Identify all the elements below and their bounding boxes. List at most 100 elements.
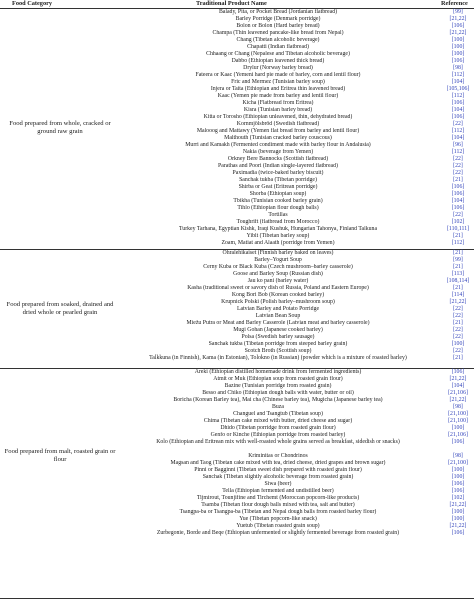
table-row: Yue (Tibetan popcorn-like snack) [100] [120,516,474,523]
reference-link[interactable]: [21] [453,354,463,361]
reference-link[interactable]: [100] [451,37,465,43]
reference-link[interactable]: [102] [451,219,465,225]
reference-link[interactable]: [21] [453,319,463,326]
reference-link[interactable]: [21] [453,233,463,239]
reference-link[interactable]: [106] [451,439,465,446]
reference-link[interactable]: [21] [453,263,463,270]
reference-link[interactable]: [104] [451,383,465,390]
product-name: Bolon or Bolon (Hard barley bread) [236,23,320,29]
table-row: Kong Bori Bob (Korean cooked barley) [114… [120,292,474,299]
reference-link[interactable]: [22] [453,163,463,169]
reference-link[interactable]: [21,22] [449,298,467,305]
table-row: Drylur (Norway barley bread) [98] [120,65,474,72]
reference-link[interactable]: [21,22] [449,16,467,22]
table-row: Kriminitas or Chondrinos [98] [120,453,474,460]
product-name: Areki (Ethiopian distilled homemade drin… [194,369,362,376]
header-product-name: Traditional Product Name [196,0,267,7]
reference-link[interactable]: [100] [451,340,465,347]
reference-link[interactable]: [21,22] [449,501,467,508]
table-row: Toughrift (flatbread from Morocco) [102] [120,219,474,226]
reference-link[interactable]: [98] [453,452,463,459]
reference-link[interactable]: [21] [453,177,463,183]
table-row: Fric and Mermez (Tunisian barley soup) [1… [120,79,474,86]
product-name: Barley–Yogurt Soup [254,256,302,263]
product-name: Tsamba (Tibetan flour dough balls mixed … [201,501,355,508]
reference-link[interactable]: [21,22] [449,397,467,404]
table-header: Food Category Traditional Product Name R… [0,0,474,9]
reference-link[interactable]: [22] [453,305,463,312]
reference-link[interactable]: [104] [451,198,465,204]
reference-link[interactable]: [100] [451,44,465,50]
reference-link[interactable]: [96] [453,142,463,148]
reference-link[interactable]: [98] [453,65,463,71]
reference-link[interactable]: [102] [451,494,465,501]
reference-link[interactable]: [21,22] [449,522,467,529]
table-row: Scotch Broth (Scottish soup) [22] [120,348,474,355]
reference-link[interactable]: [21,22] [449,376,467,383]
reference-link[interactable]: [100] [451,515,465,522]
reference-link[interactable]: [22] [453,347,463,354]
reference-link[interactable]: [21,22] [449,30,467,36]
reference-link[interactable]: [108,114] [446,277,470,284]
reference-link[interactable]: [21] [453,284,463,291]
reference-link[interactable]: [106] [451,58,465,64]
table-row: Miežu Putra or Meat and Barley Casserole… [120,320,474,327]
reference-link[interactable]: [112] [451,128,465,134]
reference-link[interactable]: [22] [453,121,463,127]
reference-link[interactable]: [100] [451,51,465,57]
reference-link[interactable]: [22] [453,212,463,218]
reference-link[interactable]: [22] [453,156,463,162]
product-name: Tbikha (Tunisian cooked barley grain) [233,198,323,204]
reference-link[interactable]: [112] [451,93,465,99]
reference-link[interactable]: [100] [451,473,465,480]
reference-link[interactable]: [113] [451,270,465,277]
reference-link[interactable]: [110,111] [446,226,470,232]
reference-link[interactable]: [106] [451,205,465,211]
product-name: Sanchak tukba (Tibetan porridge) [239,177,317,183]
reference-link[interactable]: [99] [453,9,463,15]
reference-link[interactable]: [21,106] [448,432,468,439]
reference-link[interactable]: [100] [451,466,465,473]
reference-link[interactable]: [112] [451,240,465,246]
table-row: Dhido (Tibetan porridge from roasted gra… [120,425,474,432]
table-row: Genfo or Kinche (Ethiopian porridge from… [120,432,474,439]
reference-link[interactable]: [99] [453,256,463,263]
reference-link[interactable]: [106] [451,369,465,376]
table-row: Malthouth (Tunisian cracked barley cousc… [120,135,474,142]
reference-link[interactable]: [21,100] [448,459,468,466]
reference-link[interactable]: [104] [451,135,465,141]
reference-link[interactable]: [104] [451,107,465,113]
reference-link[interactable]: [106] [451,100,465,106]
product-name: Tsangpa-ba or Tsangpa-ba (Tibetan and Ne… [179,508,377,515]
food-category: Food prepared from whole, cracked or gro… [9,120,111,135]
reference-link[interactable]: [106] [451,191,465,197]
reference-link[interactable]: [104] [451,79,465,85]
reference-link[interactable]: [114] [451,291,465,298]
reference-link[interactable]: [22] [453,326,463,333]
reference-link[interactable]: [112] [451,149,465,155]
reference-link[interactable]: [106] [451,184,465,190]
table-row: Areki (Ethiopian distilled homemade drin… [120,369,474,376]
reference-link[interactable]: [22] [453,312,463,319]
reference-link[interactable]: [112] [451,72,465,78]
reference-link[interactable]: [106] [451,23,465,29]
reference-link[interactable]: [21] [453,249,463,256]
reference-link[interactable]: [21,106] [448,390,468,397]
reference-link[interactable]: [100] [451,508,465,515]
reference-link[interactable]: [98] [453,404,463,411]
table-row: Tijmirout, Tounjifine and Tirchemt (Moro… [120,495,474,502]
reference-link[interactable]: [100] [451,425,465,432]
reference-link[interactable]: [106] [451,480,465,487]
reference-link[interactable]: [22] [453,333,463,340]
table-row: Chapatti (Indian flatbread) [100] [120,44,474,51]
reference-link[interactable]: [106] [451,114,465,120]
reference-link[interactable]: [106] [451,487,465,494]
product-name: Sanchak tukba (Tibetan porridge from ste… [208,340,348,347]
reference-link[interactable]: [106] [451,529,465,536]
table-row: Ohralehikaiset (Finnish barley baked on … [120,250,474,257]
reference-link[interactable]: [105,106] [446,86,470,92]
reference-link[interactable]: [22] [453,170,463,176]
reference-link[interactable]: [21,100] [448,411,468,418]
table-row: Siwa (beer) [106] [120,481,474,488]
reference-link[interactable]: [21,100] [448,418,468,425]
